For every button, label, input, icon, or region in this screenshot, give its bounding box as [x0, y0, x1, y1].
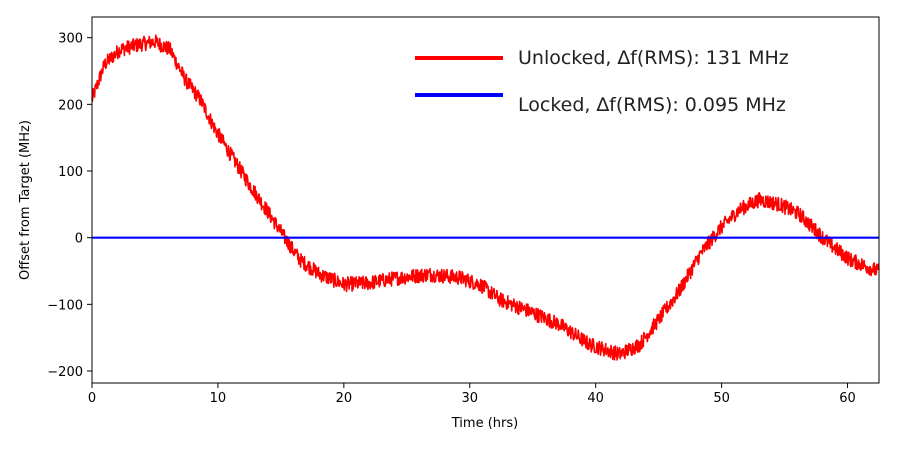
x-tick-label: 30 — [461, 391, 478, 406]
x-tick-label: 10 — [210, 391, 227, 406]
series-layer — [91, 34, 880, 361]
plot-frame — [91, 16, 880, 384]
y-tick-label: 0 — [75, 232, 83, 247]
y-tick-label: −100 — [47, 298, 83, 313]
y-tick-label: 100 — [58, 165, 83, 180]
x-axis-label: Time (hrs) — [451, 416, 518, 431]
y-tick-label: −200 — [47, 365, 83, 380]
legend-label-locked: Locked, ∆f(RMS): 0.095 MHz — [518, 94, 786, 116]
x-tick-label: 50 — [713, 391, 730, 406]
x-tick-label: 0 — [88, 391, 96, 406]
x-tick-label: 60 — [839, 391, 856, 406]
x-tick-label: 40 — [587, 391, 604, 406]
series-line-unlocked — [91, 34, 880, 361]
legend: Unlocked, ∆f(RMS): 131 MHz Locked, ∆f(RM… — [415, 47, 789, 116]
x-tick-label: 20 — [336, 391, 353, 406]
y-tick-label: 200 — [58, 98, 83, 113]
legend-label-unlocked: Unlocked, ∆f(RMS): 131 MHz — [518, 47, 789, 69]
y-axis-label: Offset from Target (MHz) — [18, 120, 33, 280]
y-axis: −200 −100 0 100 200 300 — [47, 32, 92, 380]
y-tick-label: 300 — [58, 32, 83, 47]
x-axis: 0 10 20 30 40 50 60 — [88, 383, 856, 406]
